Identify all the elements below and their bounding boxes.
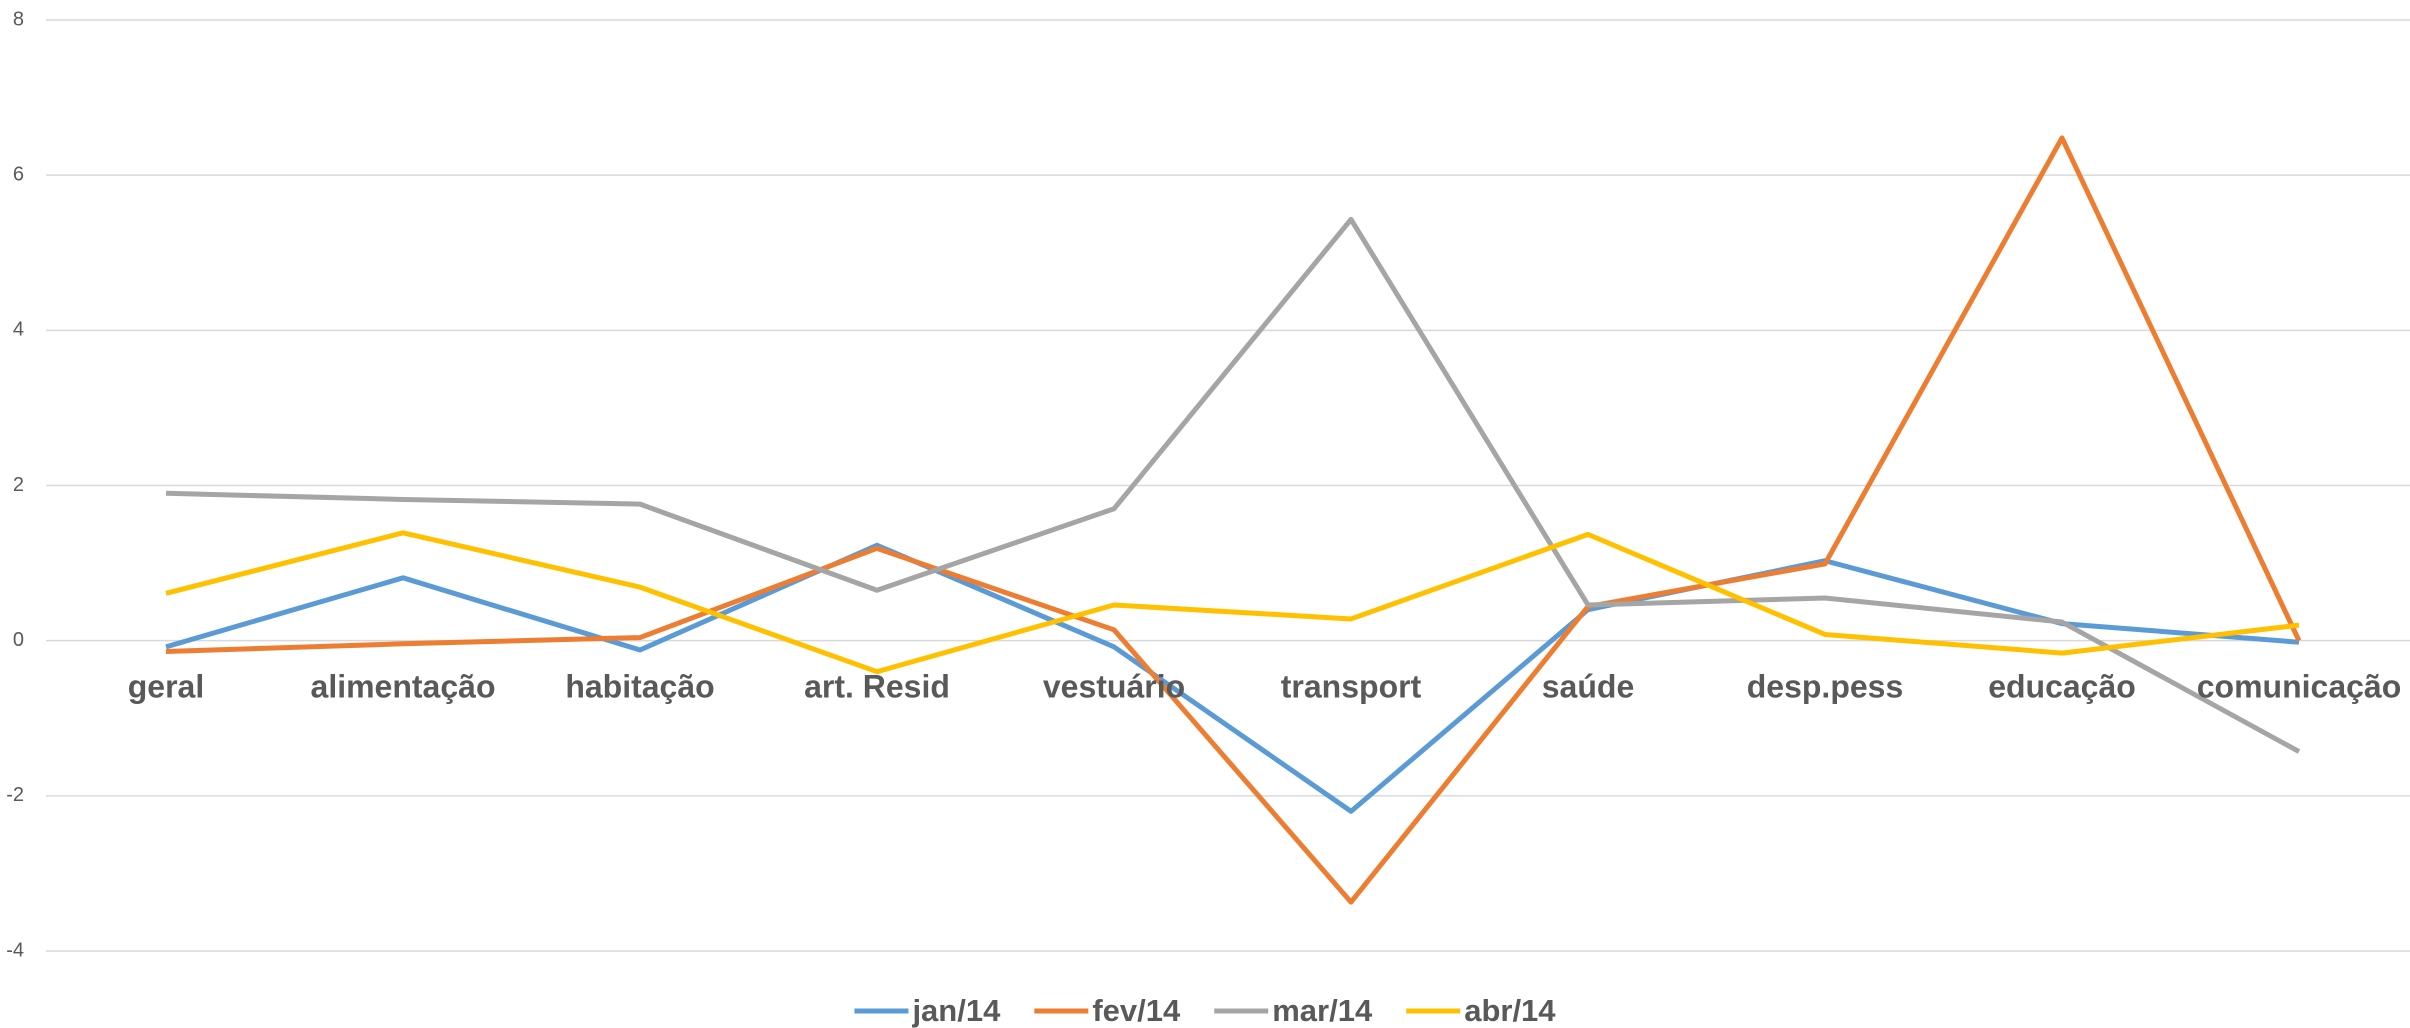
y-tick-label: 0 bbox=[13, 629, 24, 651]
y-tick-label: -4 bbox=[6, 939, 24, 961]
legend-label: mar/14 bbox=[1272, 993, 1373, 1028]
x-tick-label: educação bbox=[1988, 668, 2136, 704]
y-tick-label: 8 bbox=[13, 8, 24, 30]
x-tick-label: geral bbox=[128, 668, 204, 704]
x-tick-label: alimentação bbox=[311, 668, 496, 704]
series-line bbox=[165, 530, 2300, 675]
legend-label: abr/14 bbox=[1464, 993, 1556, 1028]
x-tick-label: art. Resid bbox=[804, 668, 950, 704]
legend-label: fev/14 bbox=[1092, 993, 1181, 1028]
x-tick-label: vestuário bbox=[1043, 668, 1185, 704]
series-line bbox=[165, 216, 2301, 754]
x-tick-label: habitação bbox=[565, 668, 714, 704]
y-tick-label: 4 bbox=[13, 319, 24, 341]
x-tick-label: desp.pess bbox=[1747, 668, 1904, 704]
y-tick-label: 2 bbox=[13, 474, 24, 496]
legend: jan/14 fev/14 mar/14 abr/14 bbox=[854, 993, 1556, 1028]
legend-label: jan/14 bbox=[911, 993, 1001, 1028]
y-tick-label: -2 bbox=[6, 784, 24, 806]
series-line bbox=[165, 135, 2302, 905]
x-tick-label: transport bbox=[1281, 668, 1422, 704]
x-tick-label: saúde bbox=[1542, 668, 1634, 704]
series-line bbox=[165, 542, 2300, 814]
x-tick-label: comunicação bbox=[2197, 668, 2402, 704]
y-tick-label: 6 bbox=[13, 163, 24, 185]
